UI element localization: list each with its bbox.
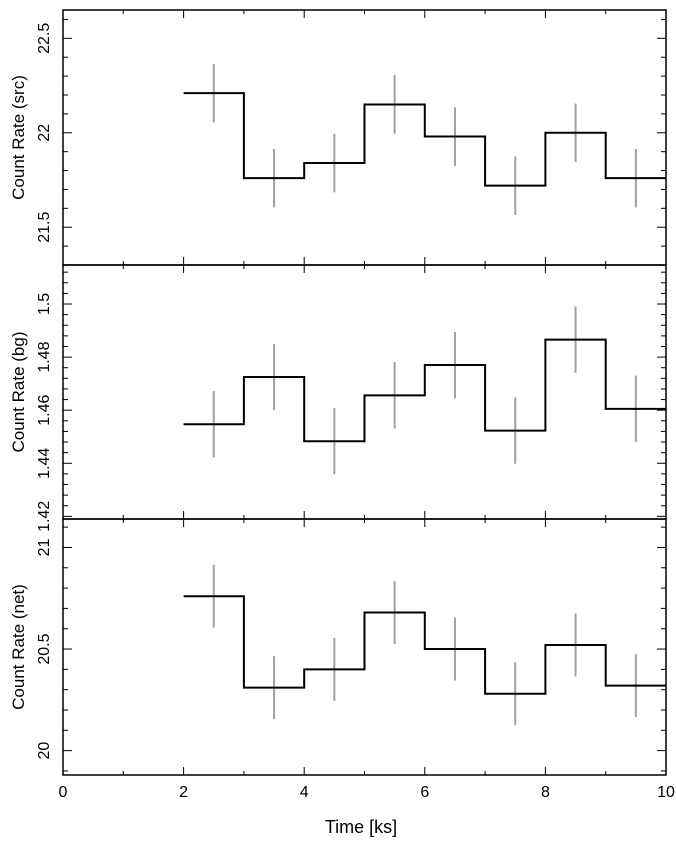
x-tick-label: 4: [300, 784, 309, 801]
x-tick-label: 8: [541, 784, 550, 801]
x-tick-label: 6: [420, 784, 429, 801]
y-tick-label: 22: [36, 124, 53, 142]
step-line: [183, 338, 666, 443]
step-line: [183, 595, 666, 695]
y-tick-label: 1.44: [36, 448, 53, 479]
y-tick-label: 21: [36, 538, 53, 556]
panel-2: 1.42 1.44 1.46 1.48 1.5 Count Rate (bg): [9, 264, 667, 532]
y-axis-label: Count Rate (net): [9, 584, 28, 710]
panel-frame: [62, 264, 667, 520]
panel-1: 21.5 22 22.5 Count Rate (src): [9, 9, 667, 266]
step-line: [183, 92, 666, 187]
y-tick-label: 20: [36, 742, 53, 760]
panel-3: 20 20.5 21 Count Rate (net) 0 2 4 6 8 10: [9, 518, 675, 801]
x-axis-label: Time [ks]: [325, 817, 397, 837]
y-tick-label: 20.5: [36, 633, 53, 664]
y-tick-label: 1.46: [36, 395, 53, 426]
y-tick-label: 21.5: [36, 212, 53, 243]
y-tick-label: 1.48: [36, 341, 53, 372]
y-axis-label: Count Rate (src): [9, 75, 28, 200]
x-tick-label: 0: [59, 784, 68, 801]
y-tick-label: 1.5: [36, 293, 53, 315]
y-axis-label: Count Rate (bg): [9, 332, 28, 453]
y-tick-label: 1.42: [36, 501, 53, 532]
y-tick-label: 22.5: [36, 23, 53, 54]
x-tick-label: 10: [657, 784, 675, 801]
x-tick-label: 2: [179, 784, 188, 801]
